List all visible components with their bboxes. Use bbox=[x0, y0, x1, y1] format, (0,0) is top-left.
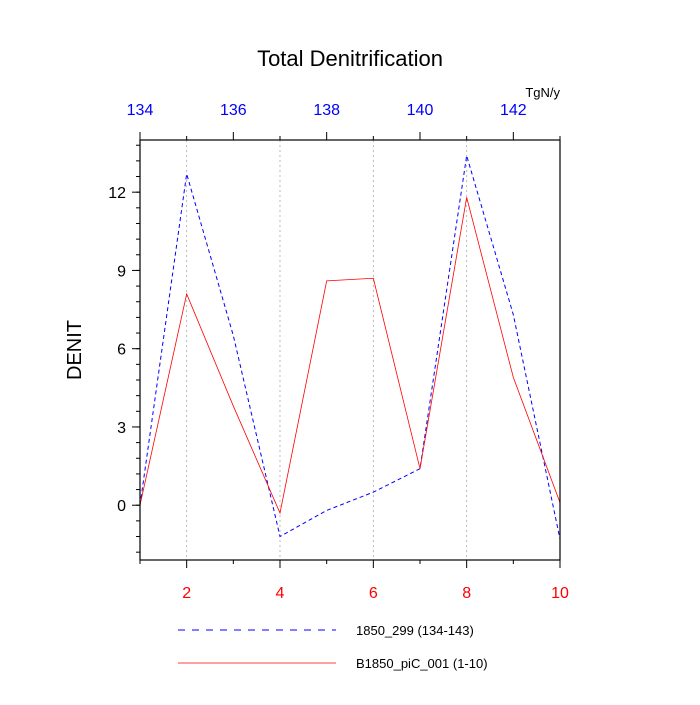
legend: 1850_299 (134-143) B1850_piC_001 (1-10) bbox=[178, 623, 488, 671]
chart-title: Total Denitrification bbox=[257, 46, 443, 71]
legend-label-1850-299: 1850_299 (134-143) bbox=[356, 623, 474, 638]
y-tick-label-12: 12 bbox=[108, 185, 126, 202]
legend-label-b1850-pic-001: B1850_piC_001 (1-10) bbox=[356, 656, 488, 671]
series-1-point-5 bbox=[373, 278, 374, 279]
top-tick-label-134: 134 bbox=[127, 102, 154, 119]
series-1-point-7 bbox=[466, 197, 467, 198]
series-1-point-2 bbox=[233, 405, 234, 406]
series-1-point-6 bbox=[419, 468, 420, 469]
series-1-point-1 bbox=[186, 293, 187, 294]
series-0-point-1 bbox=[186, 173, 187, 174]
series-0-point-8 bbox=[513, 314, 514, 315]
series-line-1 bbox=[140, 197, 560, 515]
series-1-point-4 bbox=[326, 280, 327, 281]
grid-layer bbox=[186, 140, 468, 560]
series-1-point-3 bbox=[279, 512, 280, 513]
series-0-point-5 bbox=[373, 492, 374, 493]
top-tick-label-140: 140 bbox=[407, 102, 434, 119]
top-tick-label-142: 142 bbox=[500, 102, 527, 119]
y-tick-label-0: 0 bbox=[117, 498, 126, 515]
series-layer bbox=[140, 155, 560, 540]
series-0-point-3 bbox=[279, 536, 280, 537]
bottom-tick-label-2: 2 bbox=[182, 585, 191, 602]
bottom-tick-label-4: 4 bbox=[276, 585, 285, 602]
units-label: TgN/y bbox=[525, 85, 560, 100]
series-0-point-2 bbox=[233, 335, 234, 336]
bottom-tick-label-10: 10 bbox=[551, 585, 569, 602]
series-1-point-8 bbox=[513, 377, 514, 378]
bottom-tick-label-8: 8 bbox=[462, 585, 471, 602]
y-tick-label-3: 3 bbox=[117, 420, 126, 437]
tick-layer: 2 4 6 8 10 134 136 138 140 142 0 3 6 9 12 bbox=[108, 102, 569, 602]
series-line-0 bbox=[140, 155, 560, 540]
top-tick-label-138: 138 bbox=[313, 102, 340, 119]
bottom-tick-label-6: 6 bbox=[369, 585, 378, 602]
y-tick-label-6: 6 bbox=[117, 342, 126, 359]
series-0-point-7 bbox=[466, 155, 467, 156]
top-tick-label-136: 136 bbox=[220, 102, 247, 119]
y-tick-label-9: 9 bbox=[117, 263, 126, 280]
y-axis-label: DENIT bbox=[64, 320, 86, 380]
plot-frame bbox=[139, 139, 561, 561]
series-0-point-4 bbox=[326, 510, 327, 511]
